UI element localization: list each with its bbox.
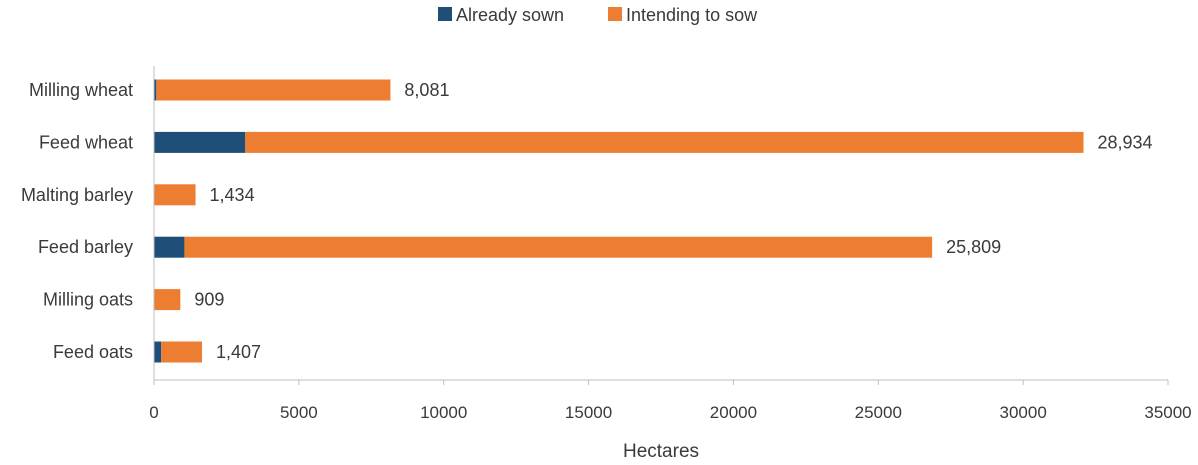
x-axis-title: Hectares: [623, 441, 699, 462]
legend: Already sown Intending to sow: [438, 5, 758, 25]
legend-label-intending-to-sow: Intending to sow: [626, 5, 758, 25]
x-axis-ticks: 0 5000 10000 15000 20000 25000 30000 35000: [149, 380, 1192, 422]
x-tick-label: 35000: [1144, 403, 1191, 422]
data-label-feed-wheat: 28,934: [1098, 132, 1153, 152]
legend-label-already-sown: Already sown: [456, 5, 564, 25]
category-label-feed-wheat: Feed wheat: [39, 132, 133, 152]
data-label-feed-barley: 25,809: [946, 237, 1001, 257]
data-label-milling-wheat: 8,081: [404, 80, 449, 100]
x-tick-label: 30000: [1000, 403, 1047, 422]
data-label-milling-oats: 909: [194, 290, 224, 310]
bar-intending-to-sow-feed-wheat: [245, 131, 1084, 153]
data-label-feed-oats: 1,407: [216, 342, 261, 362]
category-label-feed-barley: Feed barley: [38, 237, 133, 257]
bar-intending-to-sow-feed-barley: [184, 236, 933, 258]
data-label-malting-barley: 1,434: [210, 185, 255, 205]
legend-swatch-already-sown: [438, 7, 452, 21]
category-label-malting-barley: Malting barley: [21, 185, 133, 205]
x-tick-label: 5000: [280, 403, 318, 422]
x-tick-label: 25000: [855, 403, 902, 422]
bar-already-sown-milling-wheat: [154, 79, 157, 101]
x-tick-label: 20000: [710, 403, 757, 422]
bar-intending-to-sow-feed-oats: [161, 341, 203, 363]
bar-already-sown-feed-barley: [154, 236, 185, 258]
bar-intending-to-sow-milling-oats: [154, 289, 181, 311]
category-label-milling-wheat: Milling wheat: [29, 80, 133, 100]
bar-already-sown-feed-oats: [154, 341, 162, 363]
category-label-milling-oats: Milling oats: [43, 290, 133, 310]
x-tick-label: 10000: [420, 403, 467, 422]
plot-area: Milling wheat 8,081 Feed wheat 28,934 Maltin…: [21, 79, 1153, 363]
bar-already-sown-feed-wheat: [154, 131, 246, 153]
x-tick-label: 0: [149, 403, 158, 422]
category-label-feed-oats: Feed oats: [53, 342, 133, 362]
legend-swatch-intending-to-sow: [608, 7, 622, 21]
x-tick-label: 15000: [565, 403, 612, 422]
bar-intending-to-sow-milling-wheat: [156, 79, 391, 101]
bar-intending-to-sow-malting-barley: [154, 184, 196, 206]
